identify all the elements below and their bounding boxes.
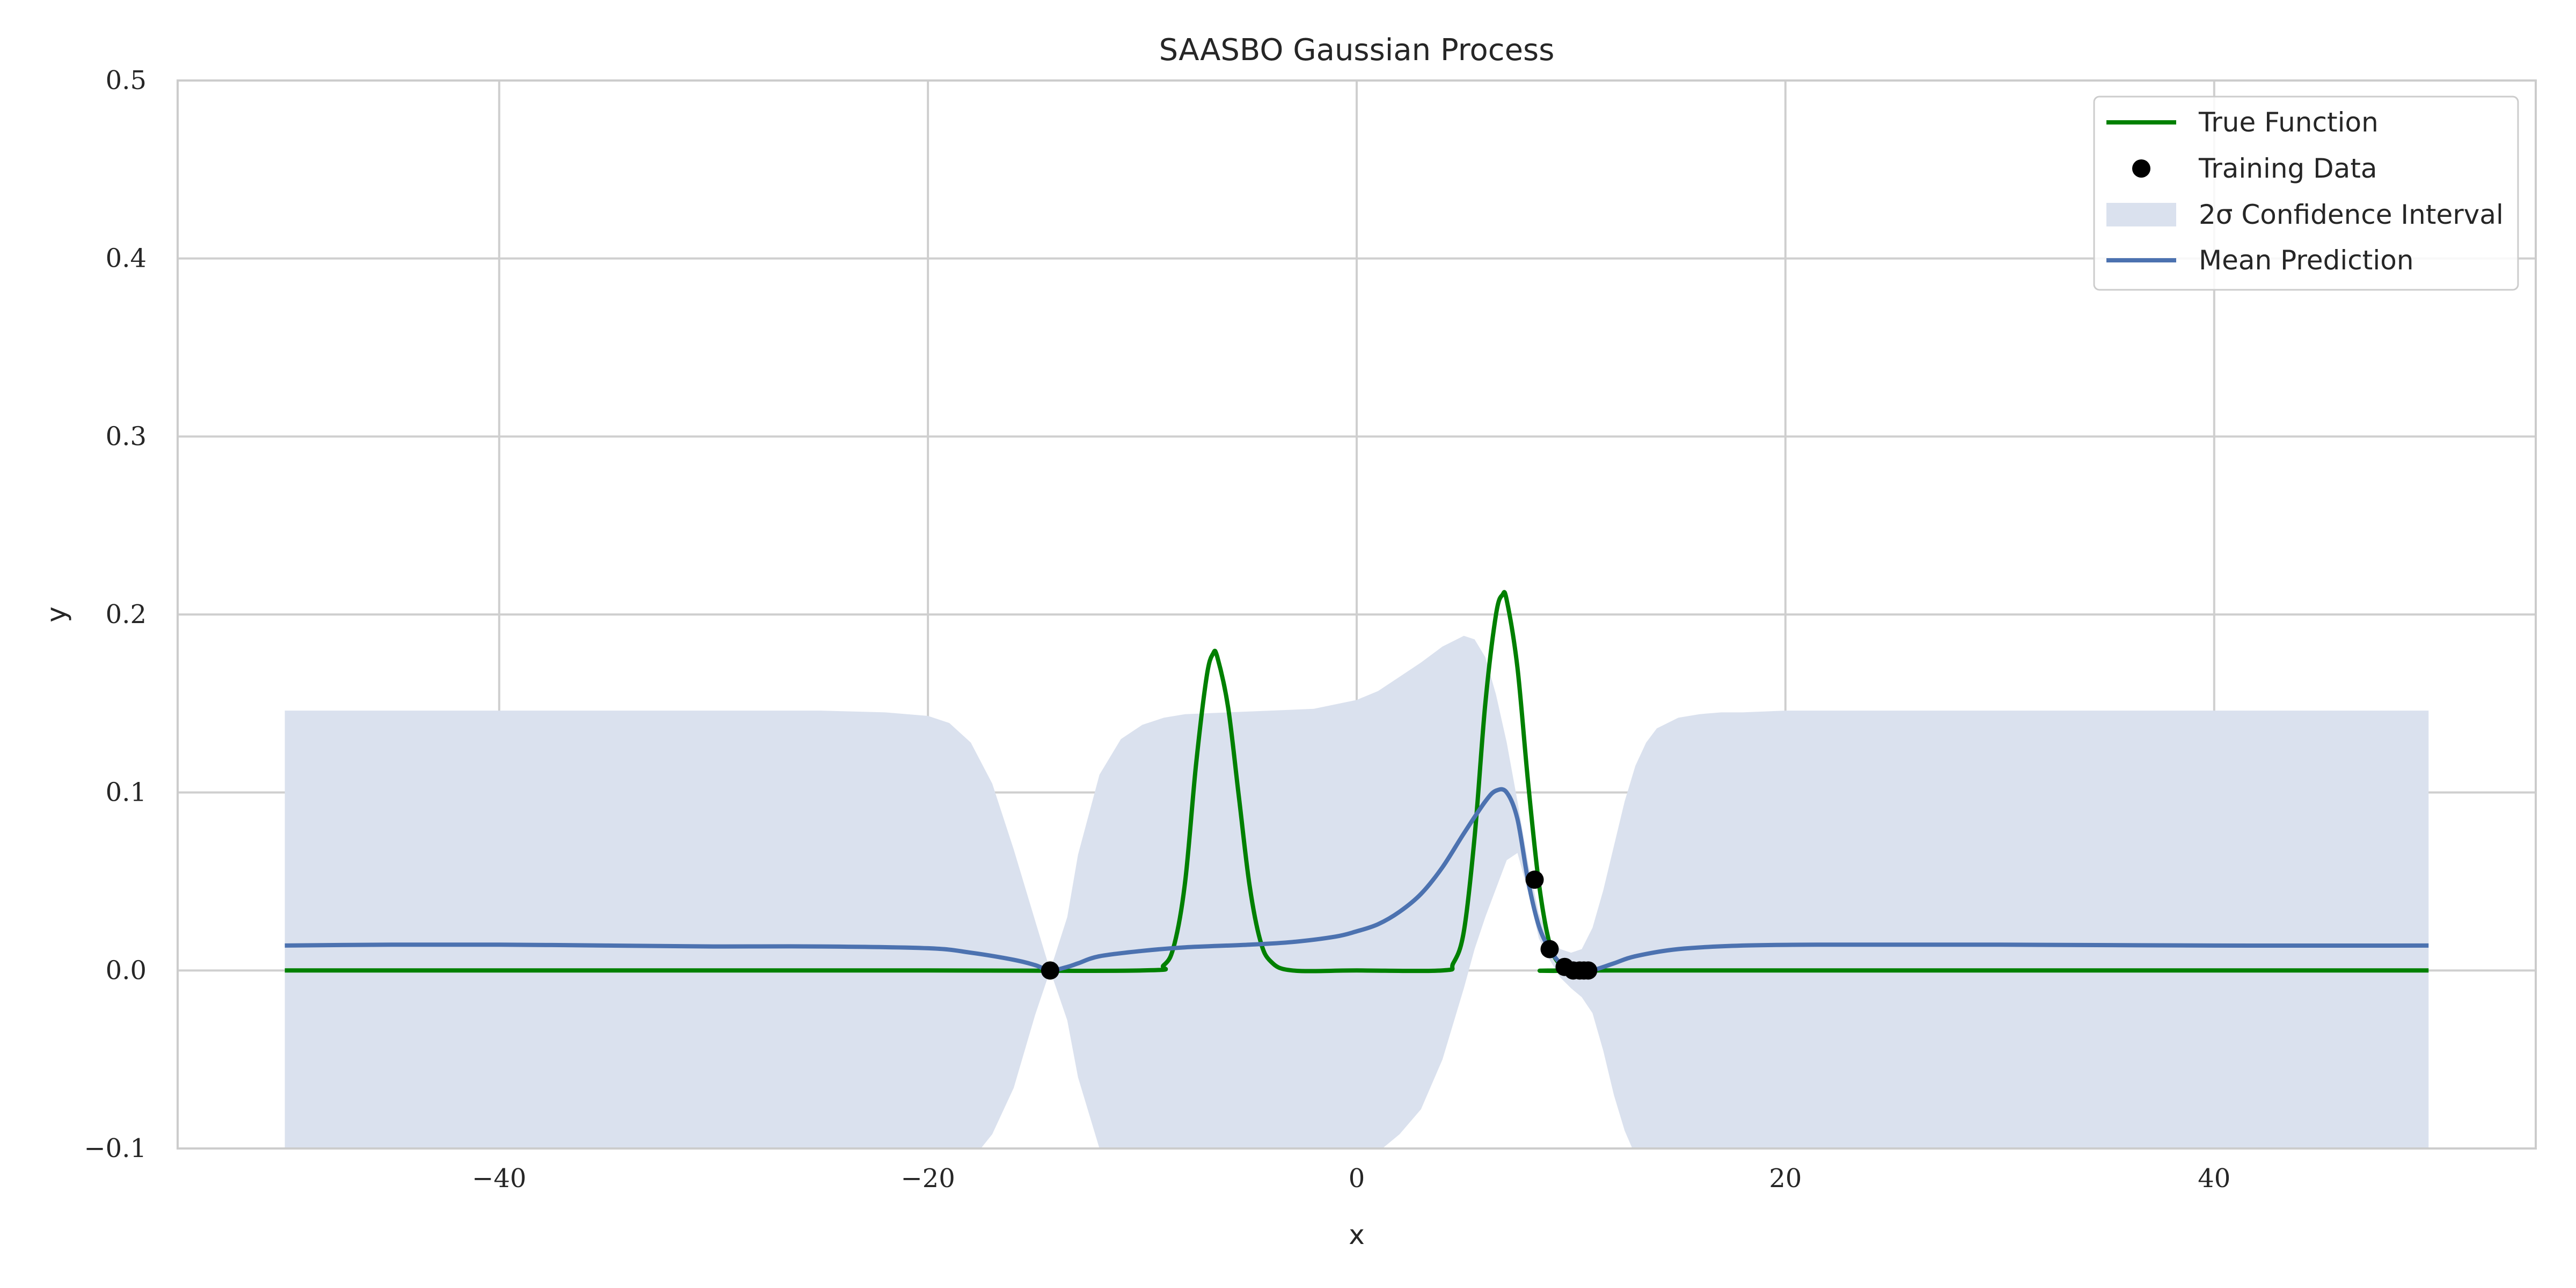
x-tick-label: −40 (472, 1163, 526, 1194)
confidence-interval-band (284, 635, 2429, 1148)
chart-title: SAASBO Gaussian Process (1159, 33, 1555, 68)
legend: True Function Training Data 2σ Confidenc… (2093, 96, 2519, 291)
y-tick-label: 0.1 (106, 778, 147, 808)
training-data-point (1540, 940, 1559, 958)
mean-prediction-line (284, 787, 2429, 975)
y-tick-label: 0.5 (106, 65, 147, 96)
x-tick-label: 20 (1769, 1163, 1802, 1194)
y-axis-label: y (41, 606, 72, 623)
legend-true-function-label: True Function (2198, 107, 2379, 138)
legend-training-data-swatch (2132, 159, 2150, 178)
x-tick-label: −20 (901, 1163, 955, 1194)
y-tick-label: −0.1 (84, 1133, 147, 1163)
legend-ci-swatch (2106, 203, 2176, 226)
y-tick-label: 0.4 (106, 244, 147, 274)
legend-ci-label: 2σ Confidence Interval (2199, 199, 2504, 230)
plot-area (284, 590, 2429, 1148)
legend-mean-label: Mean Prediction (2199, 245, 2414, 276)
y-tick-label: 0.0 (106, 955, 147, 985)
legend-training-data-label: Training Data (2198, 153, 2377, 184)
x-axis-label: x (1349, 1219, 1365, 1250)
training-data-point (1525, 870, 1544, 889)
training-data-point (1579, 961, 1598, 980)
plot-frame (177, 79, 2537, 1150)
training-data-point (1041, 961, 1059, 980)
x-tick-label: 0 (1349, 1163, 1365, 1194)
y-tick-label: 0.2 (106, 599, 147, 630)
y-tick-label: 0.3 (106, 421, 147, 451)
x-tick-label: 40 (2198, 1163, 2230, 1194)
legend-frame (2093, 96, 2519, 291)
tick-labels: −40 −20 0 20 40 −0.1 0.0 0.1 0.2 0.3 0.4 0.5 (84, 65, 2230, 1194)
